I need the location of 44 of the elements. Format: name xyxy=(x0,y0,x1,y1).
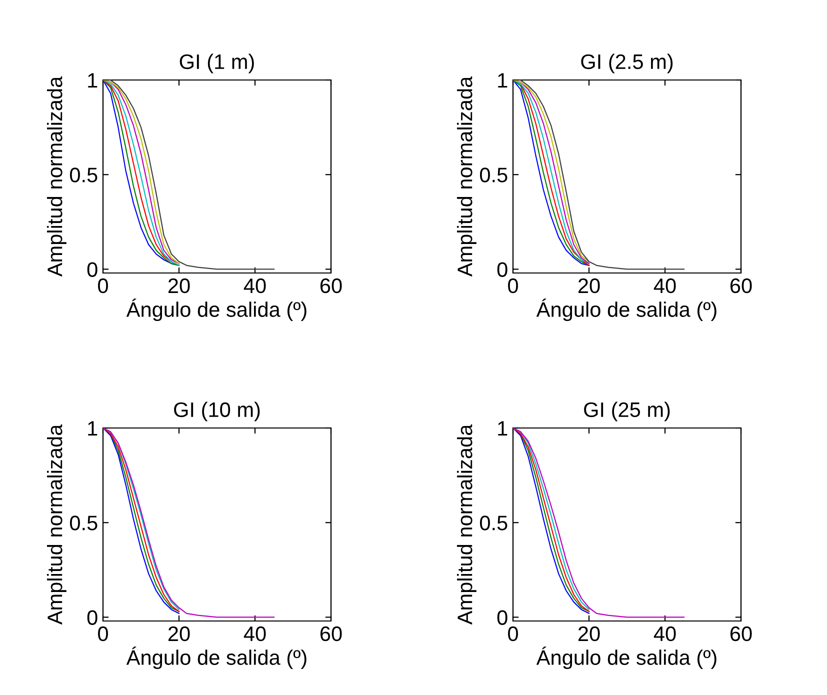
x-tick-label: 20 xyxy=(578,626,600,642)
y-tick-label: 0.5 xyxy=(70,168,98,182)
y-axis-title: Amplitud normalizada xyxy=(456,424,476,625)
x-tick-label: 40 xyxy=(244,626,266,642)
x-tick-label: 20 xyxy=(168,626,190,642)
line-series xyxy=(103,428,275,618)
x-tick-label: 40 xyxy=(654,278,676,294)
x-tick-label: 0 xyxy=(98,626,108,642)
chart-title: GI (2.5 m) xyxy=(581,54,673,74)
y-axis-title: Amplitud normalizada xyxy=(46,76,66,277)
y-tick-label: 1 xyxy=(88,421,98,436)
y-axis-title: Amplitud normalizada xyxy=(456,76,476,277)
x-tick-label: 60 xyxy=(730,278,752,294)
x-tick-label: 0 xyxy=(98,278,108,294)
y-tick-label: 0 xyxy=(497,262,508,277)
x-axis-title: Ángulo de salida (º) xyxy=(126,298,306,322)
x-tick-label: 0 xyxy=(508,626,518,642)
chart-title: GI (25 m) xyxy=(584,402,670,422)
y-tick-label: 0 xyxy=(87,610,98,625)
x-axis-title: Ángulo de salida (º) xyxy=(126,646,306,670)
x-tick-label: 60 xyxy=(730,626,752,642)
y-tick-label: 0 xyxy=(87,262,98,277)
x-tick-label: 40 xyxy=(244,278,266,294)
y-axis-title: Amplitud normalizada xyxy=(46,424,66,625)
line-series xyxy=(513,428,685,618)
x-tick-label: 20 xyxy=(578,278,600,294)
x-tick-label: 40 xyxy=(654,626,676,642)
y-tick-label: 1 xyxy=(88,73,98,88)
x-tick-label: 0 xyxy=(508,278,518,294)
y-tick-label: 0.5 xyxy=(480,516,508,530)
x-tick-label: 20 xyxy=(168,278,190,294)
y-tick-label: 0 xyxy=(497,610,508,625)
x-tick-label: 60 xyxy=(320,278,342,294)
line-series xyxy=(103,80,275,270)
x-axis-title: Ángulo de salida (º) xyxy=(536,646,716,670)
line-series xyxy=(513,80,685,270)
y-tick-label: 0.5 xyxy=(480,168,508,182)
x-axis-title: Ángulo de salida (º) xyxy=(536,298,716,322)
y-tick-label: 0.5 xyxy=(70,516,98,530)
y-tick-label: 1 xyxy=(498,421,508,436)
x-tick-label: 60 xyxy=(320,626,342,642)
chart-title: GI (1 m) xyxy=(180,54,254,74)
y-tick-label: 1 xyxy=(498,73,508,88)
chart-title: GI (10 m) xyxy=(174,402,260,422)
